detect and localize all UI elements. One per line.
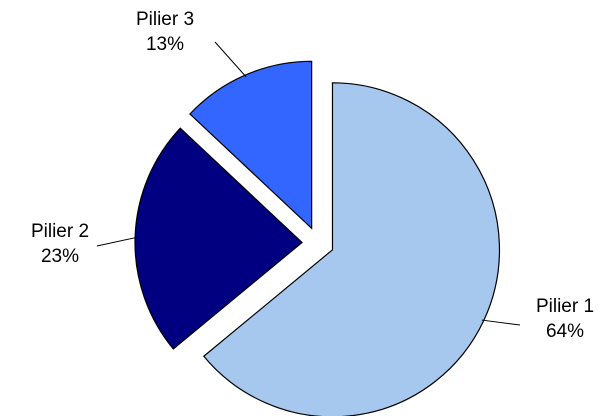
leader-line (96, 236, 138, 247)
slice-label: Pilier 2 (31, 221, 89, 242)
slice-value-label: 23% (41, 246, 79, 267)
slice-value-label: 64% (546, 321, 584, 342)
slice-label: Pilier 1 (536, 296, 594, 317)
leader-line (214, 41, 247, 78)
pie-slice (189, 60, 313, 230)
slice-label: Pilier 3 (136, 9, 194, 30)
leader-line (481, 319, 521, 326)
slice-value-label: 13% (146, 34, 184, 55)
pie-slice (202, 82, 501, 416)
